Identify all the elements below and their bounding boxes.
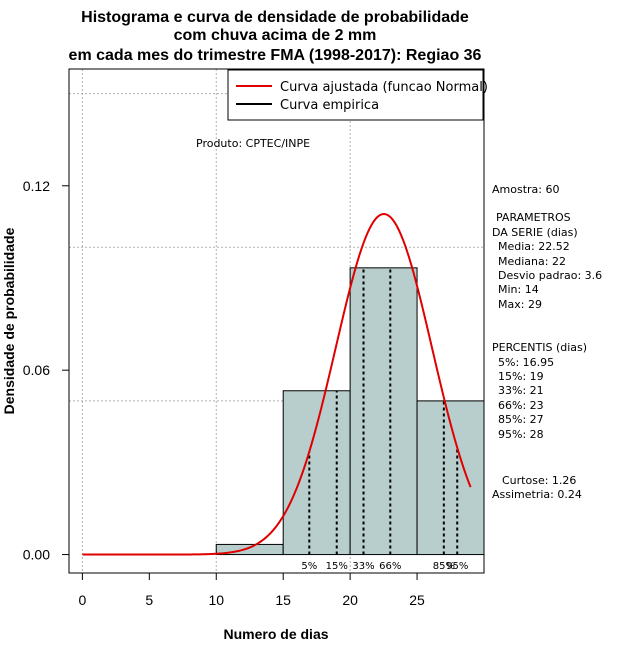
stat-series-heading: DA SERIE (dias)	[492, 226, 578, 239]
y-tick-label-2: 0.12	[23, 178, 50, 194]
y-tick-label-0: 0.00	[23, 547, 50, 563]
stat-skewness: Assimetria: 0.24	[492, 488, 582, 501]
x-axis-label: Numero de dias	[223, 626, 328, 642]
histogram-bar-1	[282, 390, 351, 556]
x-tick-label-3: 15	[275, 592, 291, 608]
legend-box	[227, 69, 484, 121]
x-tick-label-1: 5	[145, 592, 153, 608]
percentile-label-2: 33%	[352, 561, 374, 572]
percentile-label-5: 95%	[446, 561, 468, 572]
stat-sample: Amostra: 60	[492, 183, 559, 196]
normal-curve-group	[82, 212, 472, 556]
x-tick-label-2: 10	[208, 592, 224, 608]
percentile-label-3: 66%	[379, 561, 401, 572]
x-tick-label-0: 0	[78, 592, 86, 608]
stat-stddev: Desvio padrao: 3.6	[498, 269, 602, 282]
stat-min: Min: 14	[498, 283, 539, 296]
stat-p95: 95%: 28	[498, 428, 544, 441]
percentile-label-4: 85%	[433, 561, 455, 572]
stat-percentiles-heading: PERCENTIS (dias)	[492, 341, 587, 354]
x-axis: 0 5 10 15 20 25	[78, 572, 425, 608]
stat-mean: Media: 22.52	[498, 240, 570, 253]
stat-p15: 15%: 19	[498, 370, 544, 383]
y-axis: 0.00 0.06 0.12	[23, 178, 70, 563]
stat-p85: 85%: 27	[498, 413, 544, 426]
legend-label-empirical: Curva empirica	[280, 98, 379, 113]
stat-p66: 66%: 23	[498, 399, 544, 412]
stat-max: Max: 29	[498, 298, 542, 311]
legend-label-normal: Curva ajustada (funcao Normal)	[280, 80, 488, 95]
chart-title-line-3: em cada mes do trimestre FMA (1998-2017)…	[69, 47, 482, 64]
percentile-label-1: 15%	[326, 561, 348, 572]
legend: Curva ajustada (funcao Normal) Curva emp…	[227, 69, 488, 121]
percentile-label-0: 5%	[301, 561, 317, 572]
chart-title-line-2: com chuva acima de 2 mm	[174, 27, 377, 44]
percentile-lines	[308, 267, 459, 555]
percentile-labels: 5% 15% 33% 66% 85%95%	[301, 561, 468, 572]
x-tick-label-5: 25	[409, 592, 425, 608]
stat-p33: 33%: 21	[498, 384, 544, 397]
y-tick-label-1: 0.06	[23, 362, 50, 378]
chart-title-line-1: Histograma e curva de densidade de proba…	[81, 9, 469, 26]
stat-parameters-heading: PARAMETROS	[496, 211, 571, 224]
stats-panel: Amostra: 60 PARAMETROS DA SERIE (dias) M…	[492, 183, 602, 501]
normal-curve	[82, 212, 472, 556]
stat-p5: 5%: 16.95	[498, 356, 554, 369]
x-tick-label-4: 20	[342, 592, 358, 608]
y-axis-label: Densidade de probabilidade	[1, 227, 17, 414]
histogram-bar-2	[349, 267, 418, 556]
product-annotation: Produto: CPTEC/INPE	[196, 137, 310, 150]
stat-kurtosis: Curtose: 1.26	[502, 474, 576, 487]
stat-median: Mediana: 22	[498, 255, 566, 268]
